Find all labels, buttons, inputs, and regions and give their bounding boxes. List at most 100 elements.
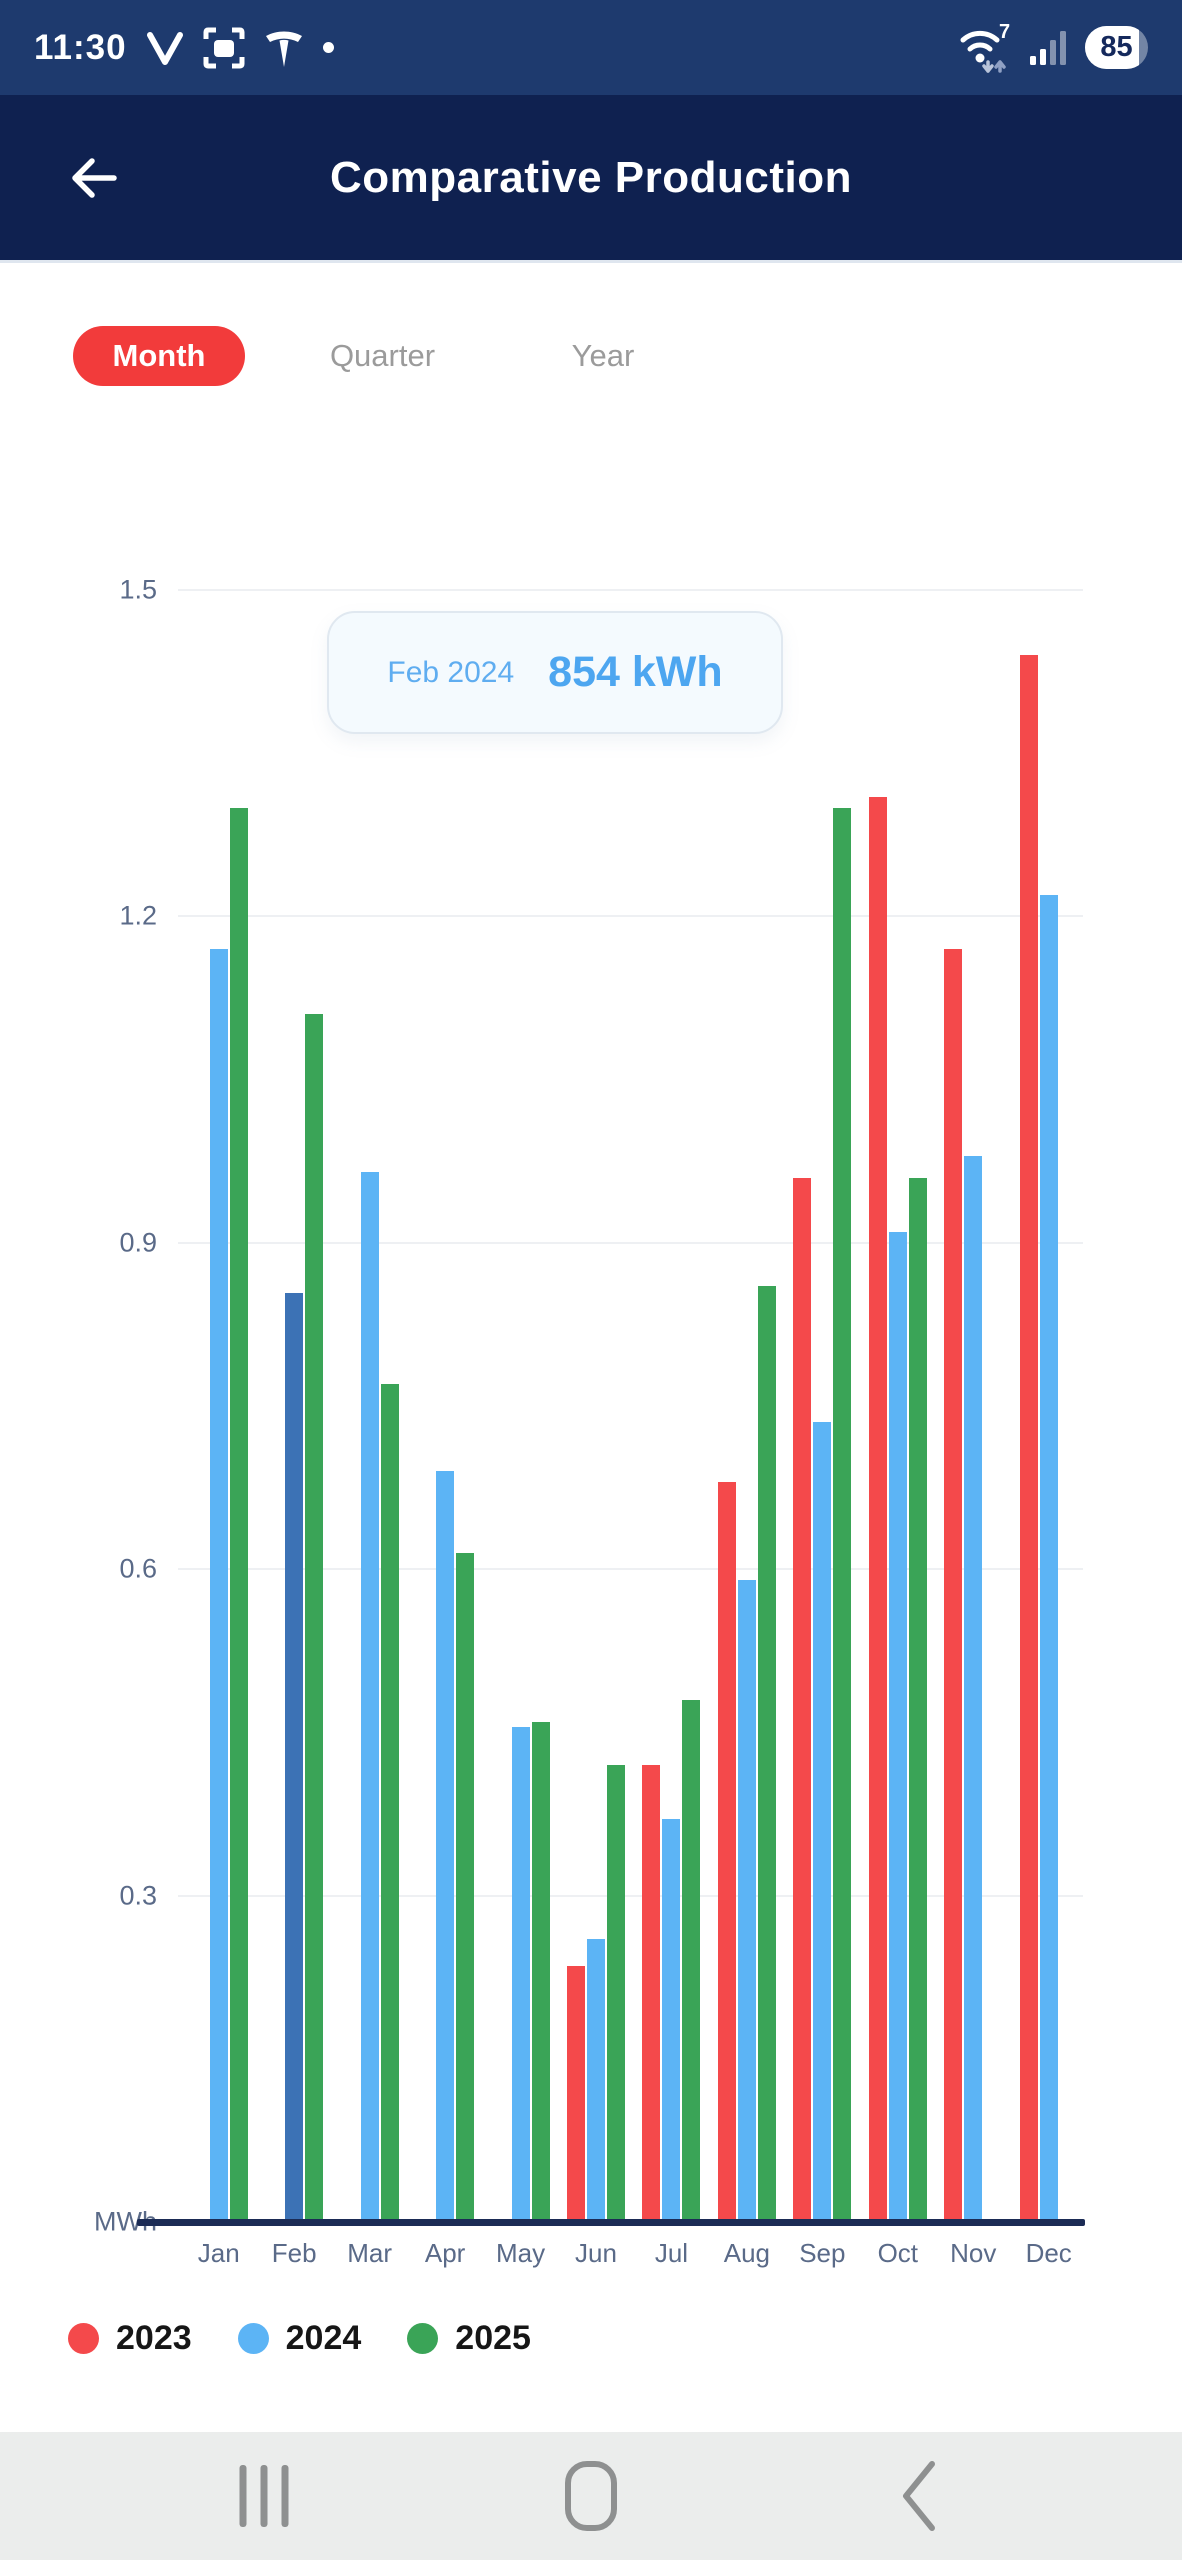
bar-2025-oct[interactable] <box>908 1177 927 2222</box>
x-tick-jan: Jan <box>197 2238 240 2268</box>
battery-indicator: 85 <box>1085 26 1148 69</box>
tab-quarter[interactable]: Quarter <box>310 326 455 386</box>
bar-2025-jan[interactable] <box>229 807 248 2222</box>
android-nav-bar <box>0 2432 1182 2560</box>
battery-percent: 85 <box>1100 31 1133 63</box>
bar-2025-jun[interactable] <box>607 1765 625 2222</box>
battery-fill <box>1085 26 1139 69</box>
bar-group-may <box>492 590 550 2222</box>
bar-2024-nov[interactable] <box>964 1155 983 2222</box>
legend-dot-2025 <box>407 2322 439 2354</box>
legend-label-2025: 2025 <box>455 2318 531 2357</box>
bar-group-mar <box>341 590 399 2222</box>
bar-2024-jan[interactable] <box>209 949 228 2222</box>
bar-2025-may[interactable] <box>531 1721 550 2222</box>
bar-2023-aug[interactable] <box>717 1482 736 2222</box>
bar-group-nov <box>944 590 1002 2222</box>
bar-group-aug <box>717 590 776 2222</box>
recents-icon <box>239 2465 247 2527</box>
bar-2025-jul[interactable] <box>682 1699 701 2222</box>
y-tick-0.9: 0.9 <box>119 1227 157 1258</box>
tesla-icon <box>263 27 305 69</box>
bar-group-jul <box>642 590 701 2222</box>
legend-item-2024[interactable]: 2024 <box>237 2318 362 2358</box>
bar-2024-aug[interactable] <box>737 1580 756 2222</box>
gridline-0.6 <box>178 1568 1083 1571</box>
bar-2023-nov[interactable] <box>944 949 963 2222</box>
x-axis-line <box>137 2219 1085 2226</box>
bar-group-dec <box>1019 590 1078 2222</box>
bar-2024-jul[interactable] <box>662 1819 681 2222</box>
bar-2024-mar[interactable] <box>360 1172 379 2222</box>
y-tick-1.2: 1.2 <box>119 900 157 931</box>
bar-group-sep <box>793 590 852 2222</box>
y-tick-0.6: 0.6 <box>119 1553 157 1584</box>
bar-2024-jun[interactable] <box>587 1939 605 2222</box>
bar-2023-sep[interactable] <box>793 1177 812 2222</box>
legend-item-2025[interactable]: 2025 <box>407 2319 531 2358</box>
back-nav-icon <box>903 2461 935 2531</box>
tooltip-period: Feb 2024 <box>387 655 515 689</box>
clock: 11:30 <box>34 27 127 67</box>
legend-item-2023[interactable]: 2023 <box>68 2319 192 2358</box>
legend-label-2023: 2023 <box>116 2318 192 2357</box>
x-tick-jul: Jul <box>654 2238 689 2268</box>
back-nav-button[interactable] <box>892 2458 944 2534</box>
status-bar-left: 11:30 <box>34 0 334 95</box>
x-tick-apr: Apr <box>424 2238 466 2268</box>
status-bar: 11:30 <box>0 0 1182 95</box>
x-tick-may: May <box>495 2238 546 2268</box>
bar-2024-sep[interactable] <box>813 1422 832 2222</box>
gridline-0.9 <box>178 1241 1083 1244</box>
tab-month[interactable]: Month <box>73 326 245 386</box>
period-tabs: Month Quarter Year <box>0 310 1182 400</box>
bar-group-apr <box>416 590 475 2222</box>
legend-label-2024: 2024 <box>285 2318 362 2357</box>
recents-button[interactable] <box>234 2464 295 2528</box>
bar-2023-jun[interactable] <box>567 1966 585 2222</box>
x-tick-dec: Dec <box>1025 2238 1072 2268</box>
screenshot-icon <box>203 27 245 69</box>
home-button[interactable] <box>559 2460 623 2532</box>
gridline-1.5 <box>178 589 1083 591</box>
bar-2024-oct[interactable] <box>888 1231 907 2222</box>
x-tick-mar: Mar <box>347 2238 393 2268</box>
bar-2023-jul[interactable] <box>642 1765 661 2222</box>
home-icon <box>565 2461 617 2531</box>
signal-strength-icon <box>1029 26 1071 70</box>
x-tick-sep: Sep <box>799 2238 846 2268</box>
bar-2023-dec[interactable] <box>1019 655 1038 2222</box>
bar-2024-may[interactable] <box>511 1727 530 2222</box>
plot-area: 0.3 0.6 0.9 1.2 1.5 MWh Jan Feb Mar Apr May Jun Jul A… <box>94 575 1085 2268</box>
bar-2025-feb[interactable] <box>305 1014 324 2222</box>
chart-tooltip: Feb 2024 854 kWh <box>327 611 783 734</box>
bar-2025-mar[interactable] <box>380 1384 399 2222</box>
y-tick-1.5: 1.5 <box>119 574 157 605</box>
vpn-icon <box>145 28 185 68</box>
bar-2025-apr[interactable] <box>456 1552 475 2222</box>
wifi-icon: 7 <box>959 20 1015 76</box>
legend-dot-2023 <box>68 2322 99 2354</box>
app-header: Comparative Production <box>0 95 1182 263</box>
gridline-1.2 <box>178 915 1083 918</box>
bar-2024-dec[interactable] <box>1039 894 1058 2222</box>
chart-legend: 2023 2024 2025 <box>68 2308 531 2368</box>
bar-2025-sep[interactable] <box>833 807 852 2222</box>
bar-2023-oct[interactable] <box>868 796 887 2222</box>
bar-2024-apr[interactable] <box>436 1471 455 2222</box>
x-tick-feb: Feb <box>271 2238 317 2268</box>
back-arrow-icon <box>72 157 117 198</box>
gridline-0.3 <box>178 1894 1083 1897</box>
bar-2025-aug[interactable] <box>757 1286 776 2222</box>
back-button[interactable] <box>62 146 126 210</box>
notification-dot-icon <box>322 42 334 53</box>
x-tick-jun: Jun <box>575 2238 617 2268</box>
tab-year[interactable]: Year <box>555 326 651 386</box>
bar-2024-feb[interactable] <box>285 1292 304 2222</box>
bar-group-jan <box>190 590 248 2222</box>
tooltip-value: 854 kWh <box>548 648 723 696</box>
legend-dot-2024 <box>237 2322 269 2354</box>
wifi-generation-label: 7 <box>999 21 1010 43</box>
bar-group-jun <box>567 590 625 2222</box>
